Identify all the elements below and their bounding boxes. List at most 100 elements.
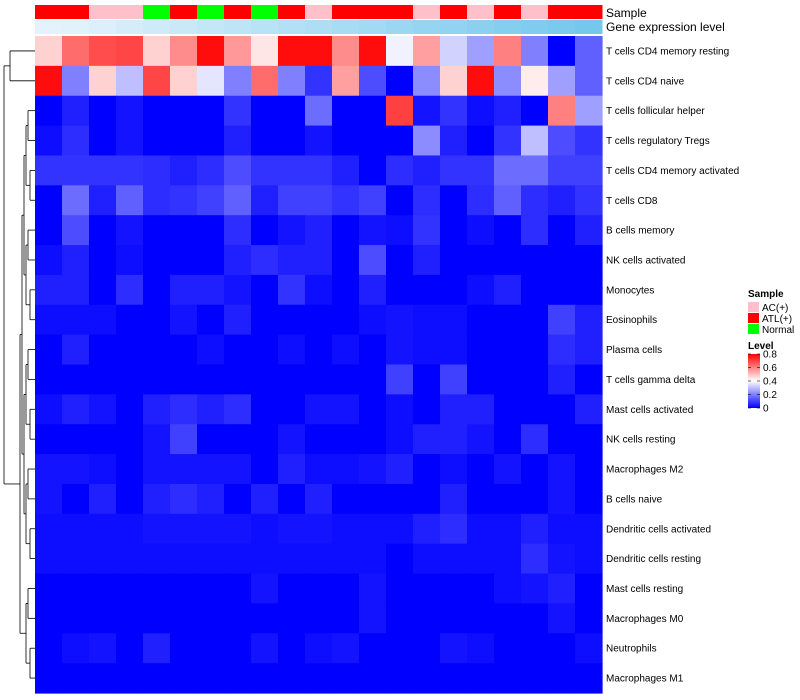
heatmap-cell	[305, 483, 333, 515]
heatmap-cell	[359, 125, 387, 157]
heatmap-cell	[467, 513, 495, 545]
heatmap-cell	[116, 304, 144, 336]
heatmap-cell	[332, 274, 360, 306]
heatmap-cell	[224, 185, 252, 216]
row-label: B cells memory	[606, 226, 674, 237]
heatmap-cell	[89, 245, 117, 276]
expression-annotation-cell	[170, 20, 198, 34]
heatmap-cell	[359, 95, 387, 127]
heatmap-cell	[224, 364, 252, 395]
sample-annotation-cell	[170, 5, 198, 19]
expression-annotation-cell	[575, 20, 603, 34]
heatmap-cell	[197, 633, 225, 664]
heatmap-cell	[89, 304, 117, 336]
heatmap-cell	[251, 364, 279, 395]
heatmap-cell	[197, 454, 225, 485]
heatmap-cell	[413, 483, 441, 515]
heatmap-cell	[575, 185, 603, 216]
heatmap-cell	[116, 125, 144, 157]
heatmap-cell	[278, 483, 306, 515]
heatmap-cell	[278, 65, 306, 97]
heatmap-cell	[386, 125, 414, 157]
heatmap-cell	[440, 274, 468, 306]
heatmap-cell	[386, 65, 414, 97]
heatmap-cell	[521, 424, 549, 455]
heatmap-cell	[224, 543, 252, 575]
heatmap-cell	[251, 483, 279, 515]
heatmap-cell	[413, 65, 441, 97]
heatmap-cell	[575, 573, 603, 605]
expression-annotation-cell	[521, 20, 549, 34]
heatmap-cell	[575, 304, 603, 336]
heatmap-cell	[62, 65, 90, 97]
heatmap-cell	[251, 603, 279, 634]
heatmap-cell	[170, 364, 198, 395]
heatmap-cell	[359, 36, 387, 67]
heatmap-cell	[494, 454, 522, 485]
heatmap-cell	[143, 36, 171, 67]
heatmap-cell	[278, 424, 306, 455]
heatmap-cell	[440, 454, 468, 485]
heatmap-cell	[62, 394, 90, 425]
colorbar-tick-label: 0.2	[763, 390, 777, 401]
heatmap-cell	[359, 245, 387, 276]
heatmap-cell	[467, 215, 495, 246]
heatmap-cell	[278, 185, 306, 216]
heatmap-cell	[35, 394, 63, 425]
row-label: Dendritic cells activated	[606, 524, 711, 535]
heatmap-cell	[116, 36, 144, 67]
heatmap-cell	[548, 125, 576, 157]
sample-annotation-label: Sample	[606, 6, 647, 20]
heatmap-cell	[170, 663, 198, 694]
heatmap-cell	[278, 334, 306, 366]
heatmap-cell	[116, 543, 144, 575]
heatmap-cell	[521, 454, 549, 485]
sample-annotation-cell	[467, 5, 495, 19]
heatmap-cell	[494, 95, 522, 127]
heatmap-cell	[143, 185, 171, 216]
heatmap-cell	[251, 125, 279, 157]
heatmap-cell	[305, 334, 333, 366]
heatmap-cell	[386, 364, 414, 395]
heatmap-cell	[278, 633, 306, 664]
sample-annotation-cell	[386, 5, 414, 19]
heatmap-cell	[332, 543, 360, 575]
heatmap-cell	[170, 95, 198, 127]
heatmap-cell	[521, 245, 549, 276]
heatmap-cell	[440, 334, 468, 366]
heatmap-cell	[143, 663, 171, 694]
heatmap-cell	[305, 65, 333, 97]
heatmap-cell	[359, 185, 387, 216]
heatmap-cell	[521, 483, 549, 515]
heatmap-cell	[575, 334, 603, 366]
heatmap-cell	[305, 245, 333, 276]
heatmap-cell	[116, 185, 144, 216]
heatmap-cell	[413, 95, 441, 127]
heatmap-cell	[116, 394, 144, 425]
heatmap-cell	[251, 424, 279, 455]
sample-annotation-cell	[35, 5, 63, 19]
heatmap-cell	[170, 215, 198, 246]
row-label: Mast cells activated	[606, 405, 693, 416]
heatmap-cell	[521, 573, 549, 605]
heatmap-cell	[548, 364, 576, 395]
heatmap-cell	[278, 454, 306, 485]
heatmap-cell	[251, 454, 279, 485]
heatmap-cell	[224, 663, 252, 694]
heatmap-cell	[521, 364, 549, 395]
heatmap-cell	[467, 274, 495, 306]
heatmap-cell	[89, 543, 117, 575]
heatmap-cell	[521, 185, 549, 216]
heatmap-cell	[440, 95, 468, 127]
heatmap-cell	[440, 185, 468, 216]
heatmap-cell	[62, 334, 90, 366]
heatmap-cell	[521, 215, 549, 246]
heatmap-cell	[251, 394, 279, 425]
heatmap-cell	[197, 663, 225, 694]
heatmap-cell	[413, 36, 441, 67]
heatmap-cell	[494, 424, 522, 455]
heatmap-cell	[575, 394, 603, 425]
row-label: T cells CD4 memory activated	[606, 166, 739, 177]
heatmap-cell	[224, 125, 252, 157]
heatmap-cell	[224, 155, 252, 186]
